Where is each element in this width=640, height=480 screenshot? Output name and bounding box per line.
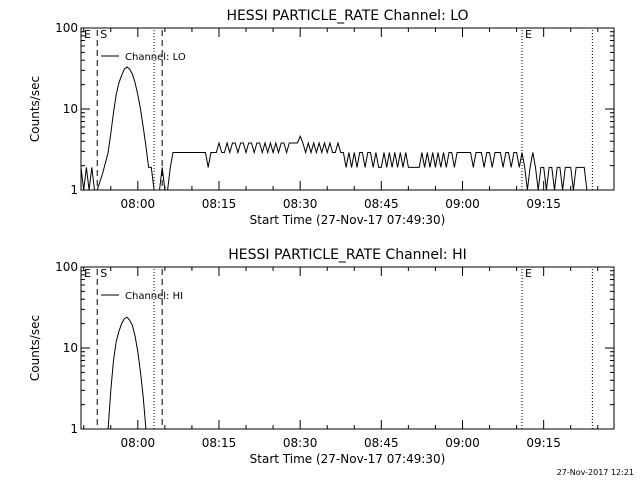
y-tick-label: 10 [63,341,78,355]
chart-title: HESSI PARTICLE_RATE Channel: HI [228,247,466,263]
y-tick-label: 100 [55,260,78,274]
event-marker-label: E [84,28,91,41]
x-tick-label: 08:45 [364,197,399,211]
event-marker-label: E [525,267,532,280]
event-marker-label: S [100,28,107,41]
y-tick-label: 1 [70,183,78,197]
x-tick-label: 08:30 [283,197,318,211]
y-tick-label: 100 [55,21,78,35]
x-tick-label: 08:45 [364,436,399,450]
y-tick-label: 1 [70,422,78,436]
x-tick-label: 08:30 [283,436,318,450]
event-marker-label: E [84,267,91,280]
legend-label: Channel: LO [125,52,186,63]
x-tick-label: 08:00 [121,436,156,450]
event-marker-label: S [100,267,107,280]
x-tick-label: 09:15 [526,436,561,450]
x-tick-label: 08:15 [202,197,237,211]
legend-label: Channel: HI [125,291,183,302]
series-line [107,316,147,429]
footer-timestamp: 27-Nov-2017 12:21 [556,468,634,477]
x-tick-label: 08:00 [121,197,156,211]
x-tick-label: 09:00 [445,197,480,211]
series-line [81,66,588,190]
chart-title: HESSI PARTICLE_RATE Channel: LO [226,8,468,24]
y-axis-label: Counts/sec [28,76,42,142]
x-tick-label: 09:15 [526,197,561,211]
x-axis-label: Start Time (27-Nov-17 07:49:30) [250,452,446,466]
y-tick-label: 10 [63,102,78,116]
y-axis-label: Counts/sec [28,315,42,381]
x-tick-label: 09:00 [445,436,480,450]
event-marker-label: E [525,28,532,41]
plot-panel-hi: HESSI PARTICLE_RATE Channel: HI Counts/se… [28,247,615,466]
x-axis-label: Start Time (27-Nov-17 07:49:30) [250,213,446,227]
x-tick-label: 08:15 [202,436,237,450]
plot-panel-lo: HESSI PARTICLE_RATE Channel: LO Counts/se… [28,8,615,227]
